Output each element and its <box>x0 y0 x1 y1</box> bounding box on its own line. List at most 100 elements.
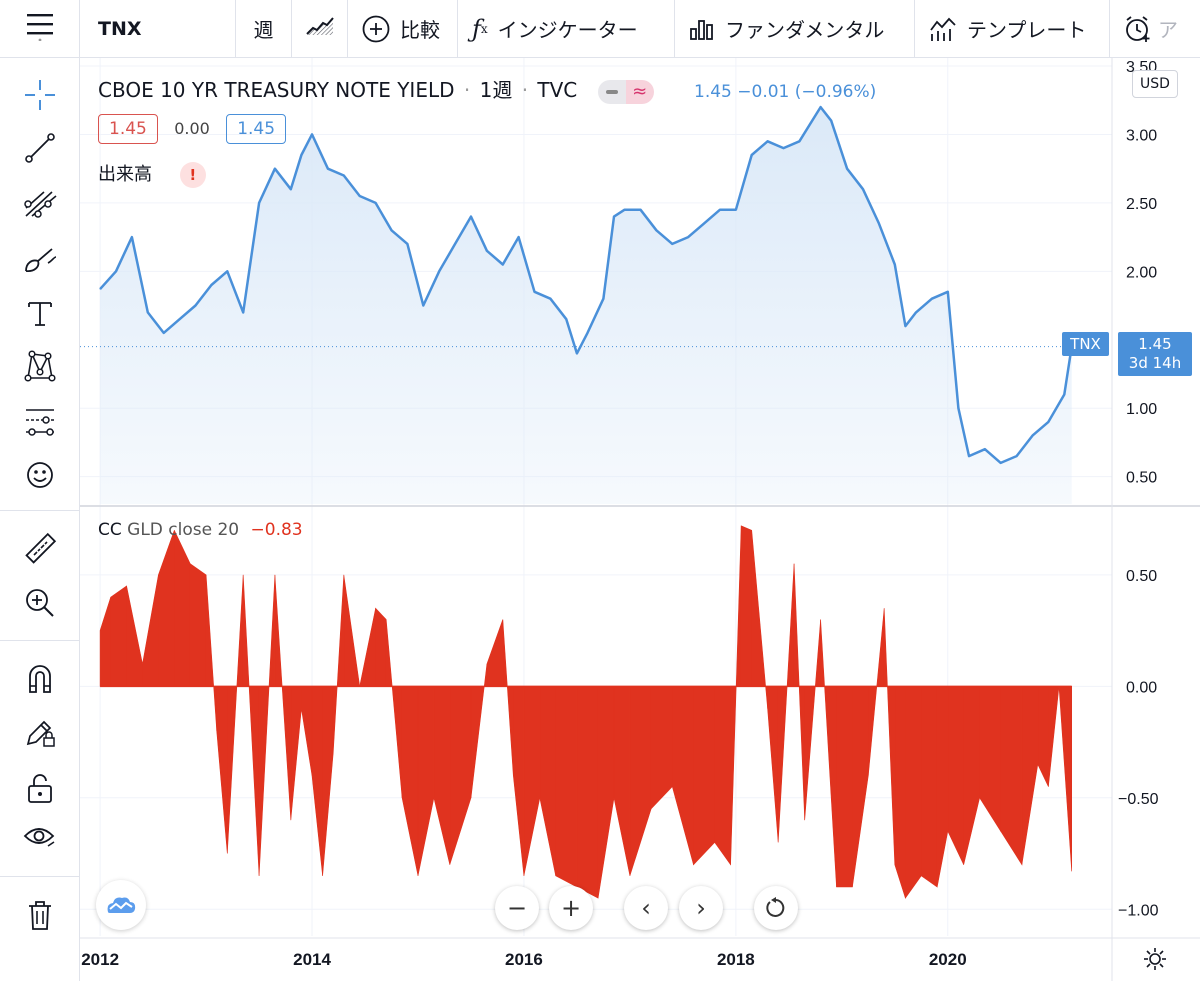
symbol-search-button[interactable]: TNX <box>80 0 236 58</box>
correlation-segment <box>216 686 228 854</box>
yield-data-point <box>655 229 657 231</box>
prediction-tool[interactable] <box>0 396 80 446</box>
yield-data-point <box>311 133 313 135</box>
yield-data-point <box>258 202 260 204</box>
bid-ask-row: 1.45 0.00 1.45 <box>98 114 287 144</box>
yield-data-point <box>502 263 504 265</box>
measure-tool[interactable] <box>0 524 80 574</box>
ask-box[interactable]: 1.45 <box>226 114 287 144</box>
trash-icon <box>29 901 51 930</box>
yield-data-point <box>957 407 959 409</box>
correlation-segment <box>311 686 323 876</box>
bid-box[interactable]: 1.45 <box>98 114 158 144</box>
pattern-tool[interactable] <box>0 341 80 391</box>
correlation-segment <box>290 686 302 821</box>
yield-data-point <box>300 154 302 156</box>
yield-data-point <box>719 209 721 211</box>
yield-data-point <box>915 311 917 313</box>
yield-data-point <box>274 168 276 170</box>
scroll-right-button[interactable]: › <box>679 886 723 930</box>
scroll-left-button[interactable]: ‹ <box>624 886 668 930</box>
ruler-icon <box>25 532 57 564</box>
compare-button[interactable]: 比較 <box>348 0 458 58</box>
yield-data-point <box>290 188 292 190</box>
bar-countdown: 3d 14h <box>1128 354 1182 372</box>
zoom-tool[interactable] <box>0 578 80 628</box>
yield-data-point <box>422 305 424 307</box>
indicators-label: インジケーター <box>497 18 638 42</box>
time-tick-label: 2020 <box>929 950 967 969</box>
toolbar-divider <box>0 510 80 511</box>
lock-all-tool[interactable] <box>0 763 80 813</box>
warning-icon[interactable]: ! <box>179 162 206 188</box>
yield-data-point <box>984 448 986 450</box>
brush-icon <box>25 248 57 273</box>
yield-data-point <box>878 222 880 224</box>
pitchfork-tool[interactable] <box>0 178 80 228</box>
correlation-segment <box>905 686 922 900</box>
fundamentals-button[interactable]: ファンダメンタル <box>675 0 915 58</box>
correlation-segment <box>672 686 694 865</box>
yield-data-point <box>549 298 551 300</box>
pencil-lock-icon <box>26 720 55 747</box>
yield-data-point <box>147 311 149 313</box>
crosshair-tool[interactable] <box>0 70 80 120</box>
indicator-name: CC <box>98 520 122 540</box>
correlation-segment <box>343 574 361 687</box>
zoom-out-button[interactable]: − <box>495 886 539 930</box>
compare-label: 比較 <box>400 18 440 42</box>
yield-data-point <box>99 288 101 290</box>
currency-label[interactable]: USD <box>1132 70 1178 98</box>
chart-canvas[interactable]: 3.503.002.502.001.000.500.500.00−0.50−1.… <box>80 58 1200 981</box>
last-price: 1.45 <box>1138 335 1172 353</box>
yield-data-point <box>534 291 536 293</box>
correlation-segment <box>401 686 419 876</box>
price-tick-label: 1.00 <box>1126 401 1157 418</box>
minus-icon: − <box>506 894 528 922</box>
correlation-segment <box>189 563 207 687</box>
correlation-segment <box>433 686 451 865</box>
yield-data-point <box>565 318 567 320</box>
chart-type-button[interactable] <box>292 0 348 58</box>
correlation-segment <box>539 686 556 876</box>
series-quote: 1.45 −0.01 (−0.96%) <box>694 82 877 102</box>
trendline-tool[interactable] <box>0 123 80 173</box>
correlation-segment <box>852 686 869 888</box>
reset-chart-button[interactable] <box>754 886 798 930</box>
correlation-segment <box>205 574 217 731</box>
forecast-icon <box>26 409 54 436</box>
correlation-segment <box>629 686 652 876</box>
visibility-tool[interactable] <box>0 813 80 863</box>
remove-drawings-tool[interactable] <box>0 890 80 940</box>
interval-button[interactable]: 週 <box>236 0 292 58</box>
yield-data-point <box>968 455 970 457</box>
lock-drawing-tool[interactable] <box>0 708 80 758</box>
text-tool[interactable] <box>0 288 80 338</box>
magnet-tool[interactable] <box>0 654 80 704</box>
yield-data-point <box>1032 435 1034 437</box>
correlation-segment <box>301 686 313 776</box>
correlation-segment <box>1037 686 1049 787</box>
correlation-segment <box>227 574 244 854</box>
correlation-segment <box>868 608 885 776</box>
settings-button[interactable] <box>1140 944 1170 974</box>
tradingview-logo-button[interactable] <box>96 880 146 930</box>
time-tick-label: 2012 <box>81 950 119 969</box>
area-chart-icon <box>305 16 334 41</box>
menu-button[interactable] <box>0 0 80 58</box>
yield-data-point <box>783 147 785 149</box>
gear-icon <box>1144 948 1166 970</box>
brush-tool[interactable] <box>0 235 80 285</box>
correlation-segment <box>883 608 896 865</box>
yield-data-point <box>830 120 832 122</box>
legend-toggle[interactable]: ≈ <box>597 79 654 105</box>
correlation-segment <box>502 619 514 776</box>
bar-chart-icon <box>689 17 715 41</box>
icon-tool[interactable] <box>0 450 80 500</box>
templates-button[interactable]: テンプレート <box>915 0 1110 58</box>
zoom-in-button[interactable]: + <box>549 886 593 930</box>
alert-button[interactable]: ア <box>1110 0 1186 58</box>
yield-data-point <box>179 318 181 320</box>
